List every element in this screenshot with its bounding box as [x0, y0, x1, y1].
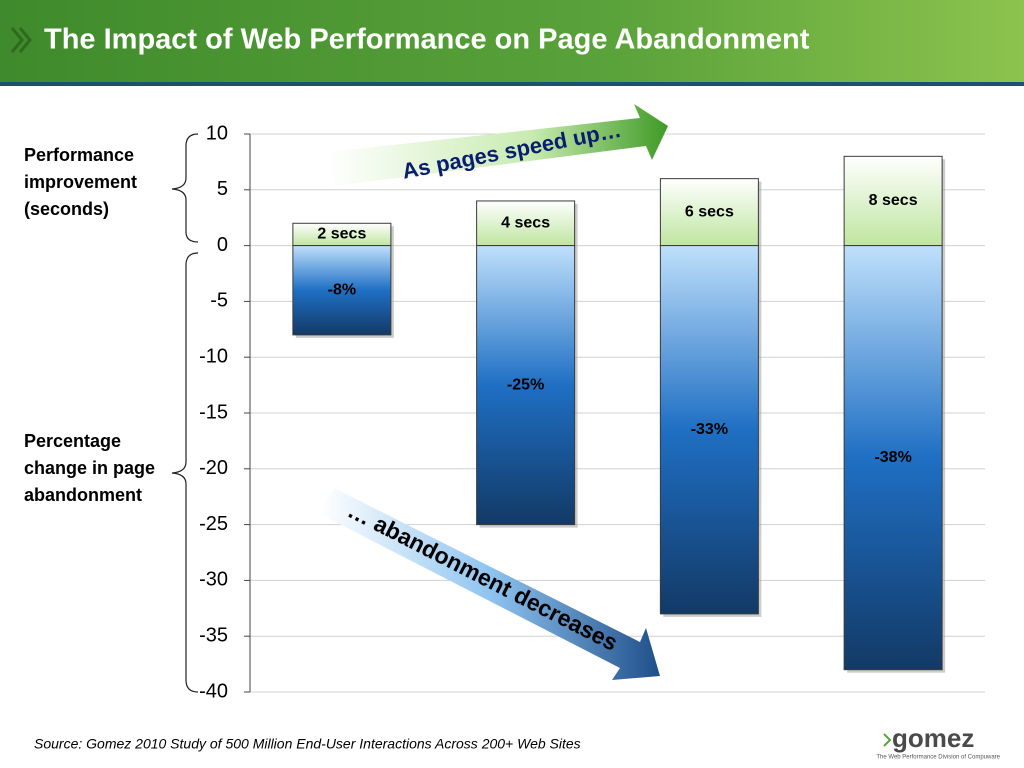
y-tick-label: 0 [217, 234, 228, 256]
axis-label: Percentage change in page abandonment [24, 431, 156, 505]
slide-title: The Impact of Web Performance on Page Ab… [44, 24, 810, 56]
arrow-down [320, 488, 660, 680]
value-label: -38% [874, 449, 911, 466]
value-label: -33% [691, 421, 728, 438]
logo-chevron [883, 733, 892, 747]
y-tick-label: -30 [199, 569, 228, 591]
y-tick-label: -20 [199, 457, 228, 479]
y-tick-label: 5 [217, 178, 228, 200]
y-tick-label: 10 [206, 122, 228, 144]
y-tick-label: -15 [199, 401, 228, 423]
bar [476, 245, 576, 526]
bar [843, 245, 943, 671]
value-label: 6 secs [685, 203, 734, 220]
value-label: 2 secs [317, 226, 366, 243]
logo: gomez [892, 723, 974, 753]
bar [292, 245, 392, 336]
bar [476, 200, 576, 247]
value-label: -25% [507, 376, 544, 393]
bracket-top [171, 133, 199, 243]
y-tick-label: -10 [199, 345, 228, 367]
bracket-bottom [171, 252, 199, 693]
value-label: 4 secs [501, 214, 550, 231]
value-label: 8 secs [869, 192, 918, 209]
source-note: Source: Gomez 2010 Study of 500 Million … [34, 736, 581, 752]
bar [659, 178, 759, 247]
header-rule [0, 82, 1024, 86]
y-tick-label: -40 [199, 680, 228, 702]
y-tick-label: -5 [210, 290, 228, 312]
y-tick-label: -35 [199, 624, 228, 646]
bar [843, 155, 943, 247]
bar [659, 245, 759, 615]
header-band [0, 0, 1024, 82]
arrow-up [328, 104, 668, 186]
value-label: -8% [328, 281, 356, 298]
logo-tagline: The Web Performance Division of Compuwar… [876, 755, 1000, 761]
header-chevron [10, 27, 32, 53]
y-tick-label: -25 [199, 513, 228, 535]
axis-label: Performance improvement (seconds) [24, 145, 138, 219]
